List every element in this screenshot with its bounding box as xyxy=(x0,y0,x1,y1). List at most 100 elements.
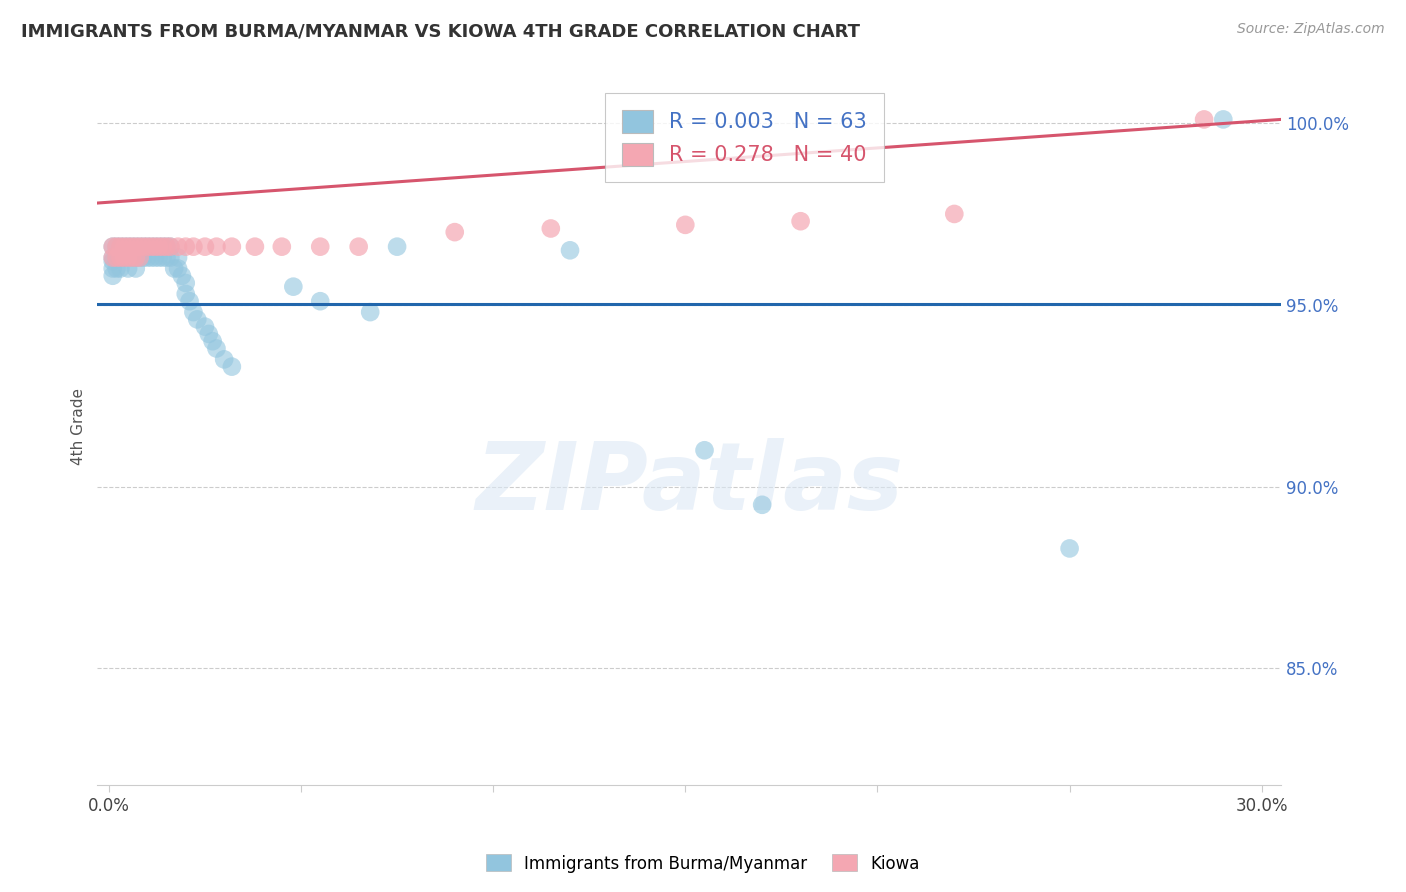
Point xyxy=(136,251,159,265)
Point xyxy=(121,251,143,265)
Point xyxy=(155,240,177,254)
Point xyxy=(117,261,139,276)
Point xyxy=(141,240,163,254)
Point xyxy=(121,240,143,254)
Point xyxy=(159,251,181,265)
Point xyxy=(128,251,150,265)
Point xyxy=(673,218,696,232)
Point xyxy=(152,240,174,254)
Point xyxy=(117,251,139,265)
Point xyxy=(201,334,224,349)
Point xyxy=(159,240,181,254)
Point xyxy=(167,240,190,254)
Point xyxy=(155,240,177,254)
Point xyxy=(309,240,332,254)
Point xyxy=(117,240,139,254)
Point xyxy=(101,240,124,254)
Point xyxy=(128,240,150,254)
Point xyxy=(141,251,163,265)
Point xyxy=(194,319,217,334)
Point xyxy=(283,279,305,293)
Point xyxy=(112,240,135,254)
Point xyxy=(101,240,124,254)
Point xyxy=(117,251,139,265)
Point xyxy=(221,359,243,374)
Point xyxy=(143,240,166,254)
Point xyxy=(751,498,773,512)
Point xyxy=(943,207,966,221)
Point xyxy=(132,240,155,254)
Point xyxy=(110,251,132,265)
Point xyxy=(148,240,170,254)
Point xyxy=(148,251,170,265)
Point xyxy=(105,261,128,276)
Point xyxy=(221,240,243,254)
Point xyxy=(558,244,581,258)
Point xyxy=(110,240,132,254)
Point xyxy=(125,251,148,265)
Point xyxy=(148,240,170,254)
Point xyxy=(125,261,148,276)
Point xyxy=(101,268,124,283)
Point xyxy=(136,240,159,254)
Point xyxy=(112,251,135,265)
Point xyxy=(152,251,174,265)
Point xyxy=(205,342,228,356)
Legend: Immigrants from Burma/Myanmar, Kiowa: Immigrants from Burma/Myanmar, Kiowa xyxy=(479,847,927,880)
Legend: R = 0.003   N = 63, R = 0.278   N = 40: R = 0.003 N = 63, R = 0.278 N = 40 xyxy=(605,94,884,183)
Point xyxy=(105,240,128,254)
Point xyxy=(1212,112,1234,127)
Point xyxy=(194,240,217,254)
Point xyxy=(105,251,128,265)
Point xyxy=(167,261,190,276)
Point xyxy=(163,261,186,276)
Point xyxy=(112,240,135,254)
Point xyxy=(167,251,190,265)
Point xyxy=(174,276,197,290)
Point xyxy=(125,251,148,265)
Point xyxy=(101,254,124,268)
Point xyxy=(186,312,208,326)
Point xyxy=(110,261,132,276)
Point xyxy=(693,443,716,458)
Point xyxy=(132,251,155,265)
Point xyxy=(270,240,292,254)
Point xyxy=(174,287,197,301)
Point xyxy=(125,240,148,254)
Y-axis label: 4th Grade: 4th Grade xyxy=(72,388,86,465)
Point xyxy=(179,294,201,309)
Point xyxy=(132,240,155,254)
Point xyxy=(198,326,221,341)
Point xyxy=(117,240,139,254)
Point xyxy=(143,251,166,265)
Point xyxy=(101,251,124,265)
Point xyxy=(359,305,381,319)
Text: Source: ZipAtlas.com: Source: ZipAtlas.com xyxy=(1237,22,1385,37)
Point xyxy=(243,240,266,254)
Point xyxy=(112,251,135,265)
Point xyxy=(105,251,128,265)
Point xyxy=(347,240,370,254)
Point xyxy=(159,240,181,254)
Point xyxy=(128,240,150,254)
Point xyxy=(443,225,465,239)
Point xyxy=(1059,541,1081,556)
Point xyxy=(128,251,150,265)
Text: IMMIGRANTS FROM BURMA/MYANMAR VS KIOWA 4TH GRADE CORRELATION CHART: IMMIGRANTS FROM BURMA/MYANMAR VS KIOWA 4… xyxy=(21,22,860,40)
Point xyxy=(105,240,128,254)
Point xyxy=(174,240,197,254)
Point xyxy=(212,352,235,367)
Point xyxy=(170,268,193,283)
Point xyxy=(101,251,124,265)
Point xyxy=(183,240,205,254)
Point xyxy=(152,240,174,254)
Point xyxy=(1192,112,1215,127)
Point xyxy=(183,305,205,319)
Point xyxy=(136,240,159,254)
Point xyxy=(540,221,562,235)
Point xyxy=(155,251,177,265)
Point xyxy=(789,214,811,228)
Point xyxy=(121,240,143,254)
Point xyxy=(121,251,143,265)
Point xyxy=(385,240,408,254)
